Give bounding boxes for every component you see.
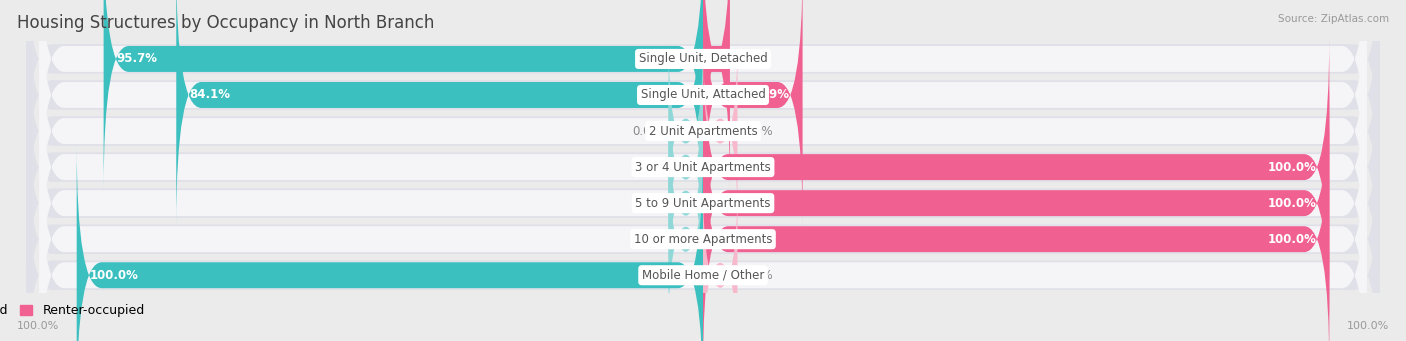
FancyBboxPatch shape	[39, 36, 1367, 298]
Text: Single Unit, Attached: Single Unit, Attached	[641, 89, 765, 102]
FancyBboxPatch shape	[39, 0, 1367, 190]
FancyBboxPatch shape	[27, 38, 1379, 297]
Text: 100.0%: 100.0%	[1268, 197, 1317, 210]
Text: 0.0%: 0.0%	[744, 124, 773, 137]
Legend: Owner-occupied, Renter-occupied: Owner-occupied, Renter-occupied	[0, 299, 149, 322]
Text: 5 to 9 Unit Apartments: 5 to 9 Unit Apartments	[636, 197, 770, 210]
Text: 0.0%: 0.0%	[633, 197, 662, 210]
Text: 10 or more Apartments: 10 or more Apartments	[634, 233, 772, 246]
FancyBboxPatch shape	[27, 2, 1379, 261]
FancyBboxPatch shape	[703, 0, 730, 190]
FancyBboxPatch shape	[669, 72, 703, 262]
Text: 0.0%: 0.0%	[633, 124, 662, 137]
FancyBboxPatch shape	[703, 0, 803, 226]
Text: 0.0%: 0.0%	[633, 161, 662, 174]
Text: Single Unit, Detached: Single Unit, Detached	[638, 53, 768, 65]
FancyBboxPatch shape	[39, 0, 1367, 226]
FancyBboxPatch shape	[703, 72, 1329, 335]
FancyBboxPatch shape	[39, 72, 1367, 335]
Text: 15.9%: 15.9%	[749, 89, 790, 102]
Text: 100.0%: 100.0%	[1347, 321, 1389, 331]
Text: Housing Structures by Occupancy in North Branch: Housing Structures by Occupancy in North…	[17, 14, 434, 32]
Text: 2 Unit Apartments: 2 Unit Apartments	[648, 124, 758, 137]
Text: 95.7%: 95.7%	[117, 53, 157, 65]
Text: 4.3%: 4.3%	[685, 53, 717, 65]
FancyBboxPatch shape	[703, 180, 738, 341]
Text: 0.0%: 0.0%	[744, 269, 773, 282]
FancyBboxPatch shape	[27, 0, 1379, 224]
FancyBboxPatch shape	[669, 108, 703, 298]
FancyBboxPatch shape	[669, 144, 703, 335]
FancyBboxPatch shape	[669, 36, 703, 226]
FancyBboxPatch shape	[27, 110, 1379, 341]
FancyBboxPatch shape	[703, 36, 738, 226]
Text: 100.0%: 100.0%	[17, 321, 59, 331]
Text: 84.1%: 84.1%	[188, 89, 229, 102]
FancyBboxPatch shape	[703, 108, 1329, 341]
Text: 0.0%: 0.0%	[633, 233, 662, 246]
Text: Mobile Home / Other: Mobile Home / Other	[641, 269, 765, 282]
Text: 100.0%: 100.0%	[1268, 161, 1317, 174]
FancyBboxPatch shape	[703, 36, 1329, 298]
Text: 100.0%: 100.0%	[89, 269, 138, 282]
FancyBboxPatch shape	[27, 74, 1379, 332]
FancyBboxPatch shape	[39, 0, 1367, 262]
FancyBboxPatch shape	[39, 144, 1367, 341]
FancyBboxPatch shape	[104, 0, 703, 190]
Text: 3 or 4 Unit Apartments: 3 or 4 Unit Apartments	[636, 161, 770, 174]
FancyBboxPatch shape	[27, 146, 1379, 341]
Text: 100.0%: 100.0%	[1268, 233, 1317, 246]
FancyBboxPatch shape	[176, 0, 703, 226]
FancyBboxPatch shape	[77, 144, 703, 341]
Text: Source: ZipAtlas.com: Source: ZipAtlas.com	[1278, 14, 1389, 24]
FancyBboxPatch shape	[27, 0, 1379, 188]
FancyBboxPatch shape	[39, 108, 1367, 341]
